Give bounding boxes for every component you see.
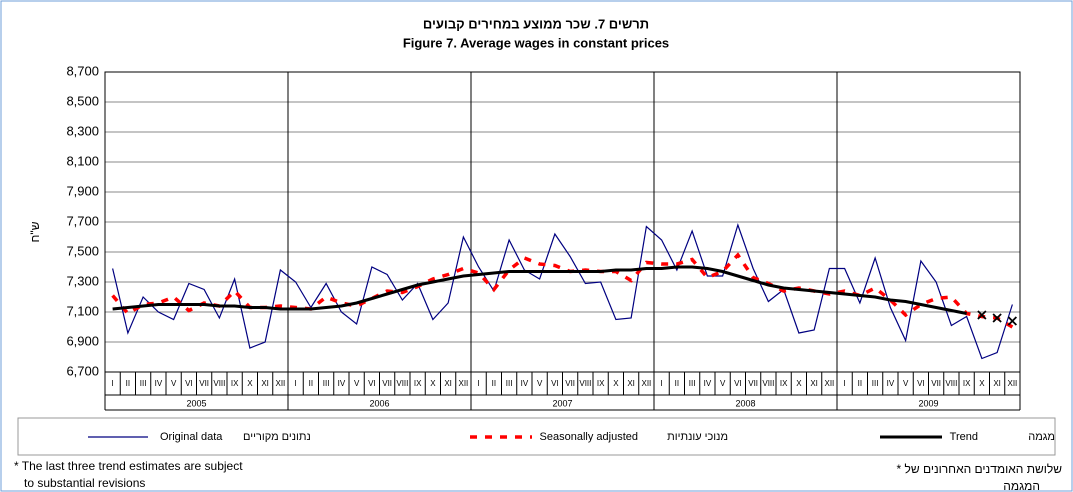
y-tick-label: 7,100 [66,303,99,318]
x-tick-label: VI [917,379,925,388]
x-tick-label: XII [275,379,285,388]
x-tick-label: XI [627,379,635,388]
x-tick-label: I [295,379,297,388]
x-tick-label: VII [199,379,209,388]
x-tick-label: II [492,379,496,388]
x-tick-label: X [796,379,802,388]
legend-label: Original data [160,431,223,443]
x-tick-label: II [126,379,130,388]
x-tick-label: VI [734,379,742,388]
x-tick-label: VIII [579,379,591,388]
series-line [112,265,967,315]
y-tick-label: 7,900 [66,183,99,198]
x-tick-label: VII [565,379,575,388]
legend-label: Seasonally adjusted [540,431,638,443]
x-tick-label: I [112,379,114,388]
x-tick-label: I [661,379,663,388]
x-tick-label: XI [444,379,452,388]
y-tick-label: 8,300 [66,123,99,138]
y-tick-label: 8,500 [66,93,99,108]
x-tick-label: IX [414,379,422,388]
x-tick-label: III [872,379,879,388]
year-label: 2008 [735,398,755,408]
legend-label-he: מגמה [1028,431,1055,443]
x-tick-label: II [309,379,313,388]
y-tick-label: 7,300 [66,273,99,288]
x-tick-label: XII [458,379,468,388]
x-tick-label: X [430,379,436,388]
x-tick-label: I [478,379,480,388]
x-tick-label: XI [993,379,1001,388]
x-tick-label: IX [597,379,605,388]
x-tick-label: VI [185,379,193,388]
x-tick-label: IV [704,379,712,388]
x-tick-label: V [720,379,726,388]
x-tick-label: VIII [213,379,225,388]
year-label: 2005 [186,398,206,408]
x-tick-label: IV [521,379,529,388]
y-tick-label: 6,700 [66,363,99,378]
estimate-marker [1007,316,1018,326]
y-tick-label: 7,700 [66,213,99,228]
x-tick-label: X [247,379,253,388]
footnote: * The last three trend estimates are sub… [14,459,243,473]
legend-label: Trend [950,431,978,443]
y-tick-label: 8,700 [66,63,99,78]
x-tick-label: II [675,379,679,388]
x-tick-label: II [858,379,862,388]
x-tick-label: IV [338,379,346,388]
year-label: 2006 [369,398,389,408]
footnote-he: * שלושת האומדנים האחרונים של [896,462,1062,476]
x-tick-label: XI [261,379,269,388]
x-tick-label: IV [155,379,163,388]
x-tick-label: IX [231,379,239,388]
x-tick-label: XII [1007,379,1017,388]
x-tick-label: XII [641,379,651,388]
x-tick-label: VII [748,379,758,388]
x-tick-label: VII [931,379,941,388]
estimate-marker [992,313,1002,323]
x-tick-label: III [689,379,696,388]
y-tick-label: 7,500 [66,243,99,258]
x-tick-label: X [979,379,985,388]
x-tick-label: III [506,379,513,388]
x-tick-label: IX [963,379,971,388]
x-tick-label: III [323,379,330,388]
x-tick-label: VII [382,379,392,388]
x-tick-label: III [140,379,147,388]
x-tick-label: VI [551,379,559,388]
legend-label-he: מנוכי עונתיות [667,431,728,443]
year-label: 2007 [552,398,572,408]
x-tick-label: VIII [762,379,774,388]
x-tick-label: VIII [396,379,408,388]
footnote: to substantial revisions [24,476,145,490]
x-tick-label: IV [887,379,895,388]
x-tick-label: IX [780,379,788,388]
estimate-marker [977,310,987,320]
x-tick-label: XI [810,379,818,388]
title-he: תרשים 7. שכר ממוצע במחירים קבועים [423,16,649,31]
x-tick-label: V [171,379,177,388]
x-tick-label: V [903,379,909,388]
y-axis-label: ש"ח [28,221,42,242]
x-tick-label: V [354,379,360,388]
x-tick-label: VI [368,379,376,388]
y-tick-label: 8,100 [66,153,99,168]
x-tick-label: V [537,379,543,388]
legend-label-he: נתונים מקוריים [243,431,311,443]
x-tick-label: VIII [945,379,957,388]
year-label: 2009 [918,398,938,408]
y-tick-label: 6,900 [66,333,99,348]
footnote-he: המגמה [1003,479,1040,492]
x-tick-label: I [844,379,846,388]
chart-title: Figure 7. Average wages in constant pric… [403,35,669,50]
x-tick-label: X [613,379,619,388]
x-tick-label: XII [824,379,834,388]
